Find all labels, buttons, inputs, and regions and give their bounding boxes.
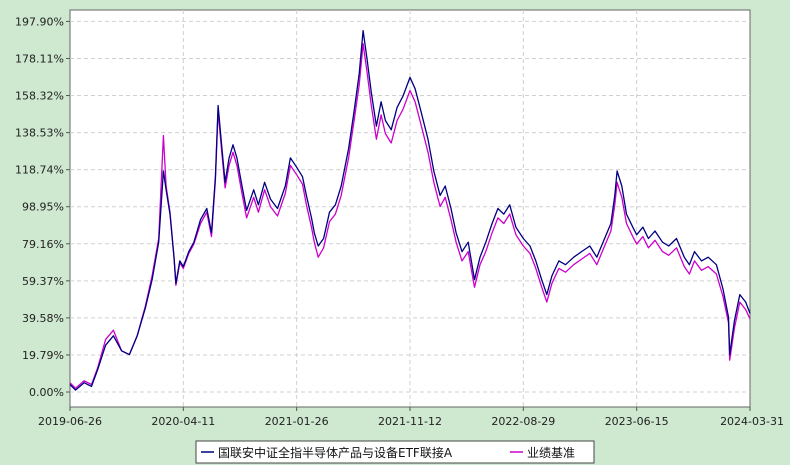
x-tick-label: 2020-04-11 [151, 415, 215, 428]
y-tick-label: 59.37% [22, 275, 64, 288]
legend-label-benchmark: 业绩基准 [527, 446, 575, 460]
y-tick-label: 39.58% [22, 312, 64, 325]
series-line-fund [69, 29, 751, 391]
y-tick-label: 158.32% [15, 90, 64, 103]
x-tick-label: 2021-11-12 [378, 415, 442, 428]
y-tick-label: 138.53% [15, 127, 64, 140]
y-tick-label: 178.11% [15, 52, 64, 65]
y-axis-labels: 197.90% 178.11% 158.32% 138.53% 118.74% 98.95… [15, 15, 64, 399]
legend: 国联安中证全指半导体产品与设备ETF联接A 业绩基准 [195, 440, 595, 464]
x-tick-label: 2019-06-26 [38, 415, 102, 428]
legend-box [195, 440, 595, 464]
y-tick-label: 19.79% [22, 349, 64, 362]
y-tick-label: 197.90% [15, 15, 64, 28]
x-tick-label: 2022-08-29 [491, 415, 555, 428]
y-tick-label: 79.16% [22, 238, 64, 251]
y-tick-label: 98.95% [22, 201, 64, 214]
legend-label-fund: 国联安中证全指半导体产品与设备ETF联接A [218, 445, 453, 460]
series-lines [69, 29, 751, 391]
x-tick-label: 2024-03-31 [720, 415, 784, 428]
x-tick-label: 2021-01-26 [265, 415, 329, 428]
x-tick-label: 2023-06-15 [605, 415, 669, 428]
grid-lines [66, 10, 751, 411]
y-tick-label: 0.00% [29, 386, 64, 399]
y-tick-label: 118.74% [15, 164, 64, 177]
x-axis-labels: 2019-06-26 2020-04-11 2021-01-26 2021-11-12… [38, 415, 784, 428]
